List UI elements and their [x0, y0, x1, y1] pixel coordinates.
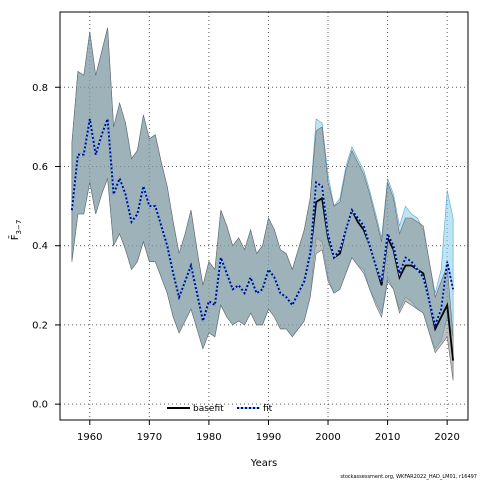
x-tick-label: 1990	[256, 432, 281, 443]
series-lines	[71, 118, 454, 361]
basefit-confidence-band	[71, 27, 454, 381]
confidence-bands	[71, 27, 454, 381]
y-axis-ticks: 0.0 0.2 0.4 0.6 0.8	[32, 83, 60, 411]
y-tick-label: 0.4	[32, 241, 48, 252]
x-tick-label: 2000	[315, 432, 340, 443]
legend-basefit-label: basefit	[193, 404, 224, 414]
legend-fit-label: fit	[263, 404, 273, 414]
x-tick-label: 1980	[196, 432, 221, 443]
y-axis-title: F̄3−7	[8, 220, 23, 241]
x-tick-label: 1960	[77, 432, 102, 443]
y-tick-label: 0.0	[32, 400, 48, 411]
credit-text: stockassessment.org, WKFAR2022_HAD_LM01,…	[340, 474, 477, 480]
fit-line-base	[71, 118, 454, 328]
y-axis-title-main: F̄	[8, 234, 21, 240]
x-tick-label: 2020	[434, 432, 459, 443]
plot-frame	[59, 11, 469, 421]
y-tick-label: 0.2	[32, 320, 48, 331]
x-axis-title: Years	[250, 458, 277, 469]
y-tick-label: 0.6	[32, 162, 48, 173]
y-tick-label: 0.8	[32, 83, 48, 94]
x-tick-label: 1970	[137, 432, 162, 443]
svg-text:F̄3−7: F̄3−7	[8, 220, 23, 241]
x-tick-label: 2010	[375, 432, 400, 443]
legend: basefit fit	[167, 404, 273, 414]
x-axis-ticks: 1960 1970 1980 1990 2000 2010 2020	[77, 420, 460, 443]
y-axis-title-subscript: 3−7	[15, 220, 23, 235]
